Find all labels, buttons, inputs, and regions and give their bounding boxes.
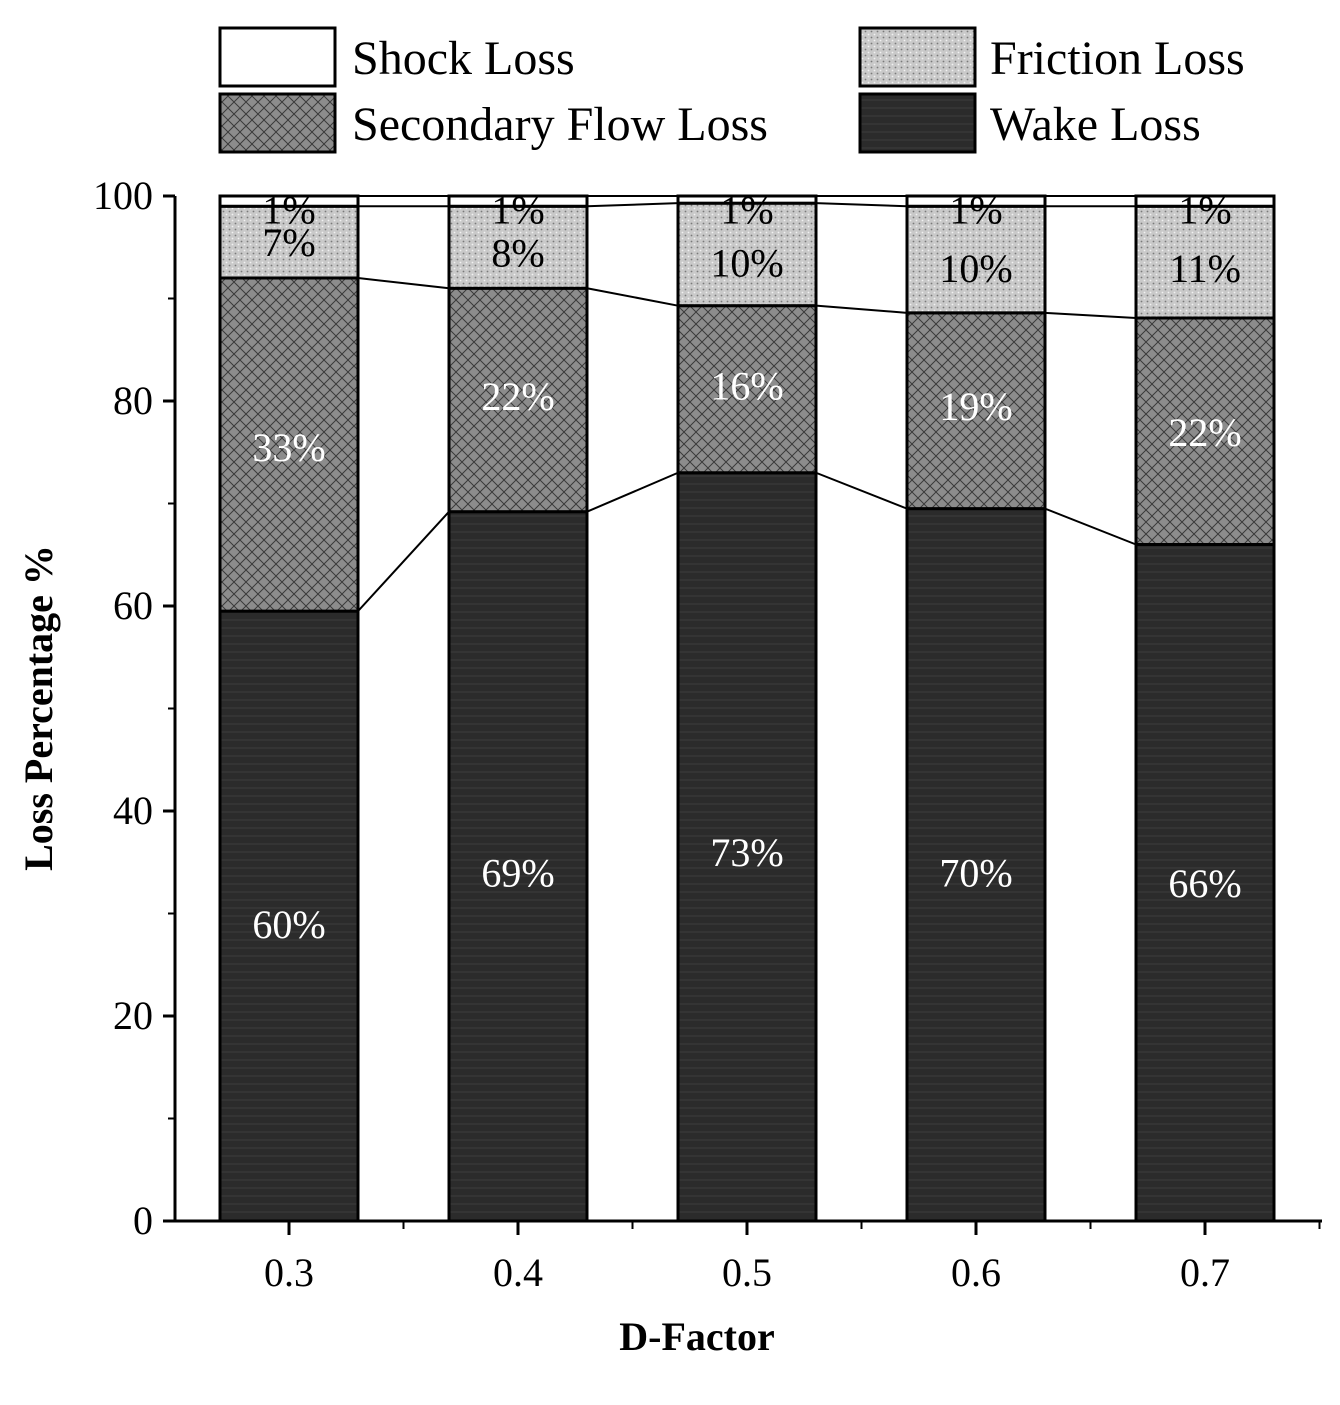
data-label-wake-loss-0.4: 69% [481, 851, 554, 896]
bar-shock-loss-0.5 [676, 194, 818, 205]
y-tick-label-40: 40 [113, 788, 153, 833]
data-label-wake-loss-0.6: 70% [939, 851, 1012, 896]
axes: 0 20 40 60 80 100 0.3 0.4 0.5 0.6 0.7 [93, 173, 1322, 1295]
data-label-wake-loss-0.7: 66% [1168, 861, 1241, 906]
legend-label-friction-loss: Friction Loss [990, 32, 1245, 85]
connector-friction-loss-2 [815, 202, 908, 208]
x-tick-label-0.6: 0.6 [951, 1250, 1001, 1295]
bar-shock-loss-0.3 [218, 194, 360, 208]
data-label-secondary-flow-loss-0.7: 22% [1168, 410, 1241, 455]
x-tick-label-0.7: 0.7 [1180, 1250, 1230, 1295]
y-tick-label-100: 100 [93, 173, 153, 218]
data-label-secondary-flow-loss-0.4: 22% [481, 374, 554, 419]
y-tick-label-20: 20 [113, 993, 153, 1038]
bar-secondary-flow-loss-0.5 [676, 304, 818, 475]
connector-wake-loss-1 [586, 471, 679, 513]
bar-wake-loss-0.4 [447, 510, 589, 1223]
bar-friction-loss-0.7 [1134, 204, 1276, 320]
bar-wake-loss-0.7 [1134, 543, 1276, 1223]
bar-secondary-flow-loss-0.6 [905, 311, 1047, 511]
data-label-secondary-flow-loss-0.6: 19% [939, 384, 1012, 429]
y-tick-label-0: 0 [133, 1198, 153, 1243]
bar-shock-loss-0.4 [447, 194, 589, 208]
bar-shock-loss-0.7 [1134, 194, 1276, 208]
bar-labels: 60% 69% 73% 70% 66% 33% 22% 16% 19% 22% 7% 8% 10% 10%… [252, 187, 1241, 946]
legend-label-shock-loss: Shock Loss [352, 32, 575, 85]
data-label-friction-loss-0.6: 10% [939, 246, 1012, 291]
data-label-shock-loss-0.6: 1% [949, 187, 1002, 232]
data-label-shock-loss-0.5: 1% [720, 187, 773, 232]
data-label-wake-loss-0.5: 73% [710, 830, 783, 875]
bar-friction-loss-0.5 [676, 201, 818, 308]
bar-secondary-flow-loss-0.3 [218, 276, 360, 613]
legend-label-wake-loss: Wake Loss [990, 98, 1201, 151]
y-tick-label-60: 60 [113, 583, 153, 628]
x-axis-title: D-Factor [619, 1314, 774, 1359]
legend: Shock Loss Friction Loss Secondary Flow … [218, 26, 1245, 154]
bar-wake-loss-0.6 [905, 507, 1047, 1223]
data-label-secondary-flow-loss-0.5: 16% [710, 364, 783, 409]
bar-friction-loss-0.3 [218, 204, 360, 280]
x-tick-label-0.5: 0.5 [722, 1250, 772, 1295]
data-label-friction-loss-0.3: 7% [262, 220, 315, 265]
y-tick-label-80: 80 [113, 378, 153, 423]
data-label-shock-loss-0.7: 1% [1178, 187, 1231, 232]
bar-shock-loss-0.6 [905, 194, 1047, 208]
legend-swatch-secondary-flow-loss [218, 92, 337, 154]
connector-secondary-flow-loss-0 [357, 277, 450, 290]
bar-friction-loss-0.4 [447, 204, 589, 290]
legend-swatch-shock-loss [218, 26, 337, 88]
legend-swatch-friction-loss [858, 26, 977, 88]
connector-wake-loss-0 [357, 511, 450, 612]
bar-secondary-flow-loss-0.7 [1134, 316, 1276, 546]
connector-lines [357, 195, 1137, 612]
bar-wake-loss-0.3 [218, 609, 360, 1223]
legend-swatch-wake-loss [858, 92, 977, 154]
x-tick-label-0.3: 0.3 [264, 1250, 314, 1295]
data-label-friction-loss-0.7: 11% [1169, 246, 1241, 291]
bar-secondary-flow-loss-0.4 [447, 286, 589, 514]
x-tick-label-0.4: 0.4 [493, 1250, 543, 1295]
data-label-shock-loss-0.4: 1% [491, 187, 544, 232]
connector-wake-loss-2 [815, 471, 908, 510]
connector-secondary-flow-loss-2 [815, 304, 908, 314]
data-label-wake-loss-0.3: 60% [252, 902, 325, 947]
data-label-friction-loss-0.5: 10% [710, 241, 783, 286]
bars [218, 194, 1276, 1223]
connector-friction-loss-1 [586, 202, 679, 208]
connector-wake-loss-3 [1044, 507, 1137, 546]
data-label-friction-loss-0.4: 8% [491, 230, 544, 275]
y-axis-title: Loss Percentage % [16, 545, 61, 871]
data-label-secondary-flow-loss-0.3: 33% [252, 425, 325, 470]
connector-secondary-flow-loss-3 [1044, 311, 1137, 319]
legend-label-secondary-flow-loss: Secondary Flow Loss [352, 98, 768, 151]
connector-secondary-flow-loss-1 [586, 287, 679, 307]
data-label-shock-loss-0.3: 1% [262, 187, 315, 232]
